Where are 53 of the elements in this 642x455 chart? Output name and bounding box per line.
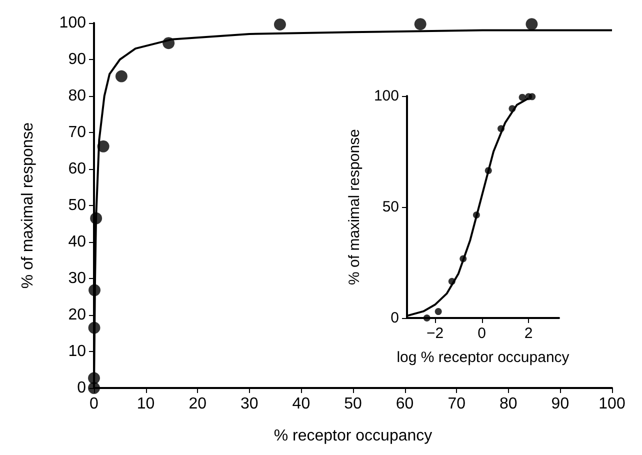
point [88, 322, 100, 334]
x-tick-label: 60 [396, 396, 414, 412]
point [423, 314, 430, 322]
point [88, 284, 101, 296]
y-tick-label: 70 [68, 124, 86, 141]
y-tick-label: 80 [68, 88, 86, 104]
point [508, 105, 516, 112]
point [88, 382, 100, 394]
y-tick-label: 0 [390, 310, 399, 326]
point [90, 212, 102, 224]
y-tick-label: 30 [68, 270, 86, 287]
x-tick-label: 0 [90, 396, 99, 412]
y-tick-label: 100 [374, 88, 399, 104]
x-tick-label: 2 [524, 325, 533, 342]
point [484, 167, 492, 174]
point [448, 278, 456, 285]
y-tick-label: 40 [68, 234, 86, 250]
x-tick-label: 70 [448, 396, 466, 412]
x-axis-title: log % receptor occupancy [396, 349, 570, 366]
y-tick-label: 0 [77, 380, 86, 396]
point [460, 255, 467, 262]
x-tick-label: 50 [344, 396, 362, 412]
x-tick-label: 0 [478, 325, 486, 342]
y-tick-label: 50 [382, 198, 399, 216]
y-tick-label: 100 [59, 14, 86, 32]
point [88, 372, 100, 384]
point [274, 18, 286, 30]
point [162, 37, 175, 50]
x-tick-label: 30 [240, 396, 258, 412]
x-axis-title: % receptor occupancy [274, 428, 432, 444]
x-tick-label: 80 [500, 396, 518, 412]
point [97, 140, 110, 152]
x-tick-label: 40 [292, 396, 310, 412]
point [472, 211, 480, 218]
y-tick-label: 60 [68, 160, 86, 178]
x-tick-label: 10 [136, 396, 155, 412]
x-tick-label: 100 [598, 396, 626, 412]
y-axis-title: % of maximal response [20, 122, 36, 289]
point [518, 94, 526, 101]
x-tick-label: 20 [188, 396, 207, 412]
x-tick-label: −2 [426, 325, 444, 342]
point [526, 18, 538, 30]
y-tick-label: 90 [68, 51, 86, 68]
point [528, 93, 536, 100]
x-tick-label: 90 [551, 396, 570, 412]
point [434, 308, 442, 316]
y-tick-label: 20 [68, 306, 86, 324]
y-tick-label: 50 [68, 197, 86, 214]
y-tick-label: 10 [68, 343, 86, 360]
point [115, 70, 128, 82]
y-axis-title: % of maximal response [346, 129, 363, 285]
point [414, 18, 426, 30]
point [498, 125, 505, 132]
